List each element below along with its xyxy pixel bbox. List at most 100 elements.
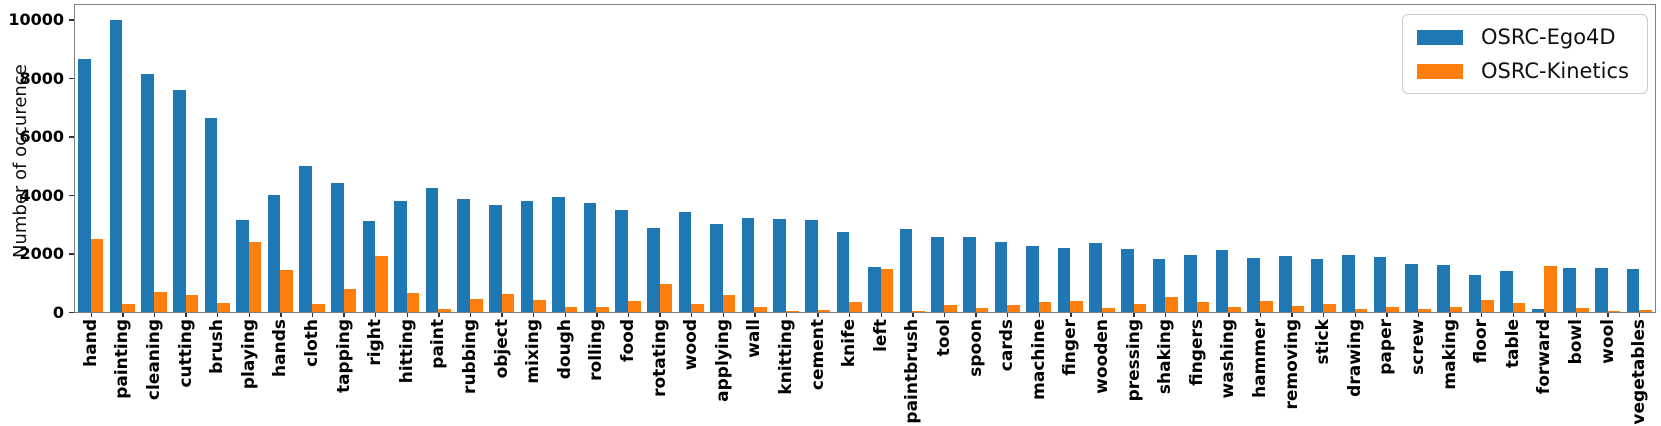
x-tick-mark: [1070, 313, 1072, 317]
y-tick-mark: [69, 77, 74, 80]
x-tick-label-spoon: spoon: [965, 319, 986, 377]
bar-osrc-ego4d-cutting: [172, 89, 186, 312]
x-tick-mark: [438, 313, 440, 317]
x-tick-mark: [1322, 313, 1325, 317]
x-tick-label-wood: wood: [681, 319, 702, 371]
x-tick-mark: [532, 313, 535, 317]
bar-osrc-ego4d-hitting: [394, 201, 407, 312]
bar-osrc-ego4d-applying: [710, 223, 723, 312]
x-tick-label-knife: knife: [839, 319, 860, 368]
x-tick-label-stick: stick: [1313, 319, 1334, 365]
bar-osrc-ego4d-cleaning: [141, 73, 154, 312]
bar-osrc-kinetics-rotating: [659, 284, 673, 312]
x-tick-label-forward: forward: [1534, 319, 1555, 395]
x-tick-mark: [1607, 313, 1609, 317]
bar-osrc-kinetics-forward: [1544, 265, 1558, 312]
x-tick-label-dough: dough: [554, 319, 575, 380]
bar-osrc-kinetics-making: [1449, 307, 1463, 312]
bar-osrc-ego4d-removing: [1278, 255, 1292, 312]
x-tick-label-cleaning: cleaning: [144, 319, 164, 401]
bar-osrc-kinetics-playing: [248, 241, 262, 312]
bar-osrc-ego4d-vegetables: [1626, 268, 1640, 312]
x-tick-label-cutting: cutting: [175, 319, 196, 388]
x-tick-label-knitting: knitting: [776, 319, 796, 395]
bar-osrc-ego4d-screw: [1405, 263, 1418, 312]
x-tick-mark: [690, 313, 693, 317]
bar-osrc-kinetics-rolling: [596, 307, 610, 312]
bar-osrc-ego4d-drawing: [1342, 254, 1355, 312]
legend: OSRC-Ego4D OSRC-Kinetics: [1401, 14, 1648, 94]
bar-osrc-kinetics-applying: [722, 295, 736, 312]
y-tick-label: 8000: [19, 68, 64, 88]
bar-osrc-kinetics-cleaning: [154, 291, 167, 312]
bar-osrc-kinetics-vegetables: [1639, 309, 1652, 312]
bar-osrc-ego4d-cards: [994, 241, 1008, 312]
bar-osrc-kinetics-hammer: [1260, 300, 1273, 312]
x-tick-mark: [1386, 313, 1388, 317]
x-tick-label-cement: cement: [807, 319, 828, 391]
x-tick-mark: [627, 313, 630, 317]
bar-osrc-kinetics-cards: [1007, 305, 1020, 312]
bar-osrc-kinetics-cutting: [185, 295, 199, 312]
bar-osrc-kinetics-wood: [691, 303, 704, 312]
x-tick-label-brush: brush: [207, 319, 228, 374]
x-tick-label-paintbrush: paintbrush: [902, 319, 923, 424]
legend-label-ego4d: OSRC-Ego4D: [1480, 25, 1616, 49]
bar-osrc-kinetics-fingers: [1196, 302, 1210, 312]
x-tick-mark: [1575, 313, 1578, 317]
bar-osrc-ego4d-hand: [78, 59, 91, 312]
x-tick-label-tool: tool: [934, 319, 954, 357]
x-tick-mark: [817, 313, 819, 317]
y-tick-label: 6000: [19, 127, 64, 147]
x-tick-mark: [90, 313, 93, 317]
bar-osrc-kinetics-wooden: [1102, 307, 1115, 312]
bar-osrc-ego4d-tool: [931, 237, 944, 312]
x-tick-label-hand: hand: [80, 319, 101, 367]
bar-osrc-ego4d-wood: [678, 211, 692, 312]
bar-osrc-ego4d-object: [488, 204, 502, 312]
bar-osrc-kinetics-wool: [1607, 310, 1621, 312]
x-tick-mark: [1449, 313, 1451, 317]
x-tick-label-table: table: [1502, 319, 1523, 369]
bar-osrc-kinetics-tapping: [343, 289, 357, 312]
bar-osrc-kinetics-cloth: [312, 303, 325, 312]
x-tick-mark: [153, 313, 156, 317]
x-tick-label-mixing: mixing: [523, 319, 544, 384]
bar-osrc-ego4d-cement: [804, 220, 818, 312]
bar-osrc-ego4d-pressing: [1120, 248, 1134, 312]
x-tick-mark: [1164, 313, 1167, 317]
x-tick-label-food: food: [618, 319, 638, 362]
x-tick-label-hammer: hammer: [1250, 319, 1270, 398]
legend-item-kinetics: OSRC-Kinetics: [1416, 59, 1629, 83]
bar-osrc-kinetics-painting: [122, 304, 136, 312]
bar-osrc-ego4d-washing: [1215, 249, 1229, 312]
x-tick-label-wooden: wooden: [1092, 319, 1112, 394]
bar-osrc-ego4d-knife: [836, 231, 850, 312]
x-tick-mark: [659, 313, 661, 317]
bar-osrc-kinetics-cement: [817, 309, 831, 312]
bar-osrc-ego4d-wall: [741, 217, 755, 312]
bar-osrc-ego4d-floor: [1468, 274, 1482, 312]
bar-osrc-ego4d-forward: [1531, 309, 1545, 312]
x-tick-mark: [880, 313, 883, 317]
x-tick-label-left: left: [870, 319, 891, 352]
legend-item-ego4d: OSRC-Ego4D: [1416, 25, 1629, 49]
bar-osrc-ego4d-rotating: [646, 227, 660, 312]
x-tick-label-wall: wall: [744, 319, 765, 358]
x-tick-mark: [912, 313, 914, 317]
bar-osrc-kinetics-removing: [1291, 306, 1305, 312]
x-tick-label-bowl: bowl: [1566, 319, 1586, 365]
bar-osrc-ego4d-food: [615, 210, 628, 312]
x-tick-label-fingers: fingers: [1186, 319, 1207, 386]
bar-osrc-kinetics-machine: [1038, 302, 1052, 312]
x-tick-mark: [1101, 313, 1104, 317]
bar-osrc-ego4d-bowl: [1563, 268, 1576, 312]
x-tick-mark: [406, 313, 409, 317]
x-tick-mark: [785, 313, 788, 317]
x-tick-label-floor: floor: [1471, 319, 1492, 364]
bar-osrc-kinetics-brush: [217, 303, 230, 312]
x-tick-label-playing: playing: [238, 319, 259, 390]
y-tick-label: 0: [52, 302, 64, 322]
x-tick-label-object: object: [491, 319, 512, 379]
